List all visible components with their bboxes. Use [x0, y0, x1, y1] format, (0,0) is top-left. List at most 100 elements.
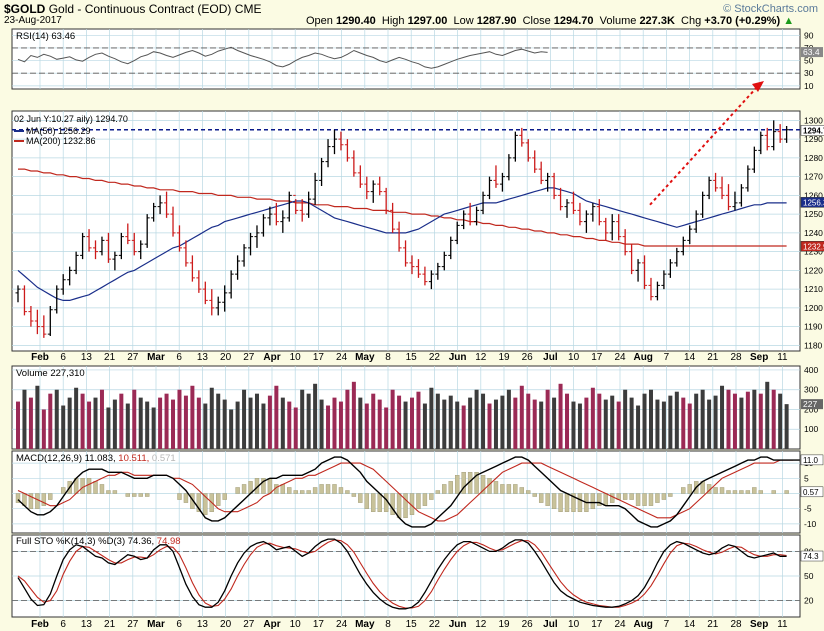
open-label: Open — [306, 15, 333, 27]
macd-histogram-bar — [648, 493, 654, 506]
macd-label: MACD(12,26,9) 11.083, 10.511, 0.571 — [16, 453, 176, 464]
volume-bar — [338, 401, 343, 449]
volume-bar — [758, 393, 763, 449]
macd-histogram-bar — [661, 493, 667, 500]
price-tick-label: 1220 — [804, 265, 823, 275]
macd-histogram-bar — [681, 487, 686, 494]
x-axis-tick-label: 12 — [475, 352, 487, 363]
ma50-line — [17, 187, 787, 301]
volume-bar — [61, 405, 66, 449]
volume-bar — [752, 389, 757, 449]
x-axis-tick-label: 27 — [243, 352, 255, 363]
volume-bar — [87, 401, 92, 449]
macd-histogram-bar — [216, 493, 221, 506]
ma50-value-tag: 1256.3 — [803, 198, 824, 207]
volume-bar — [313, 383, 318, 449]
macd-histogram-bar — [493, 481, 499, 494]
macd-histogram-bar — [287, 487, 292, 494]
volume-bar — [125, 403, 130, 449]
open-value: 1290.40 — [335, 15, 376, 27]
macd-label-hist: 0.571 — [152, 453, 176, 464]
volume-bar — [261, 403, 266, 449]
macd-histogram-bar — [732, 490, 738, 494]
volume-bar — [80, 393, 85, 449]
macd-histogram-bar — [713, 487, 718, 494]
volume-bar — [280, 397, 285, 449]
macd-histogram-bar — [655, 493, 660, 503]
volume-bar — [506, 389, 511, 449]
macd-histogram-bar — [603, 493, 608, 506]
volume-bar — [267, 395, 272, 449]
macd-histogram-bar — [299, 490, 305, 494]
volume-bar — [577, 403, 582, 449]
volume-bar — [771, 389, 776, 449]
volume-bar — [674, 391, 679, 449]
x-axis-tick-label: May — [355, 619, 375, 630]
x-axis-tick-label: 8 — [385, 619, 391, 630]
volume-bar — [713, 395, 718, 449]
x-axis-tick-label: Feb — [31, 619, 49, 630]
volume-bar — [648, 389, 653, 449]
x-axis-tick-label: 27 — [243, 619, 255, 630]
macd-histogram-bar — [325, 484, 331, 494]
chart-date: 23-Aug-2017 — [4, 15, 62, 26]
macd-histogram-bar — [190, 493, 195, 509]
macd-histogram-bar — [642, 493, 647, 506]
x-axis-tick-label: 14 — [684, 619, 696, 630]
price-tick-label: 1210 — [804, 284, 823, 294]
macd-histogram-bar — [41, 493, 47, 506]
volume-bar — [190, 385, 195, 449]
volume-bar — [54, 389, 59, 449]
ma200-legend-label: MA(200) 1232.86 — [26, 136, 96, 146]
volume-bar — [151, 407, 156, 449]
x-axis-tick-label: Aug — [633, 352, 652, 363]
macd-histogram-bar — [577, 493, 583, 512]
change-label: Chg — [681, 15, 702, 27]
macd-histogram-bar — [241, 484, 247, 494]
volume-bar — [377, 399, 382, 449]
volume-bar — [332, 397, 337, 449]
volume-bar — [558, 383, 563, 449]
x-axis-tick-label: 24 — [336, 619, 348, 630]
volume-bar — [616, 401, 621, 449]
volume-bar — [300, 389, 305, 449]
volume-bar — [732, 393, 737, 449]
volume-bar — [209, 387, 214, 449]
volume-bar — [481, 393, 486, 449]
x-axis-tick-label: Mar — [147, 619, 165, 630]
x-axis-tick-label: 10 — [290, 619, 302, 630]
volume-bar — [429, 387, 434, 449]
x-axis-tick-label: 17 — [313, 352, 325, 363]
x-axis-tick-label: 24 — [336, 352, 348, 363]
macd-histogram-bar — [293, 490, 298, 494]
volume-bar — [22, 389, 27, 449]
volume-bar — [661, 401, 666, 449]
volume-bar — [171, 399, 176, 449]
volume-bar — [158, 397, 163, 449]
macd-histogram-bar — [635, 493, 641, 506]
close-label: Close — [522, 15, 551, 27]
ma50-legend-label: MA(50) 1256.29 — [26, 126, 91, 136]
volume-bar — [636, 405, 641, 449]
x-axis-tick-label: Jun — [449, 619, 467, 630]
x-axis-tick-label: 21 — [707, 352, 719, 363]
macd-tick-label: -5 — [804, 504, 812, 514]
volume-bar — [526, 393, 531, 449]
macd-histogram-bar — [319, 484, 324, 494]
macd-histogram-bar — [203, 493, 208, 515]
volume-bar — [345, 389, 350, 449]
x-axis-tick-label: 22 — [429, 619, 441, 630]
rsi-tick-label: 90 — [804, 30, 814, 40]
macd-histogram-bar — [196, 493, 202, 512]
macd-histogram-bar — [15, 493, 21, 503]
volume-bar — [119, 393, 124, 449]
macd-histogram-bar — [35, 493, 40, 509]
price-tick-label: 1300 — [804, 115, 823, 125]
macd-histogram-bar — [48, 493, 53, 500]
sto-k-line — [17, 538, 787, 610]
macd-macd-tag: 11.0 — [803, 456, 819, 465]
volume-bar — [539, 401, 544, 449]
macd-hist-tag: 0.57 — [803, 488, 819, 497]
macd-histogram-bar — [668, 493, 673, 497]
macd-histogram-bar — [455, 475, 460, 494]
